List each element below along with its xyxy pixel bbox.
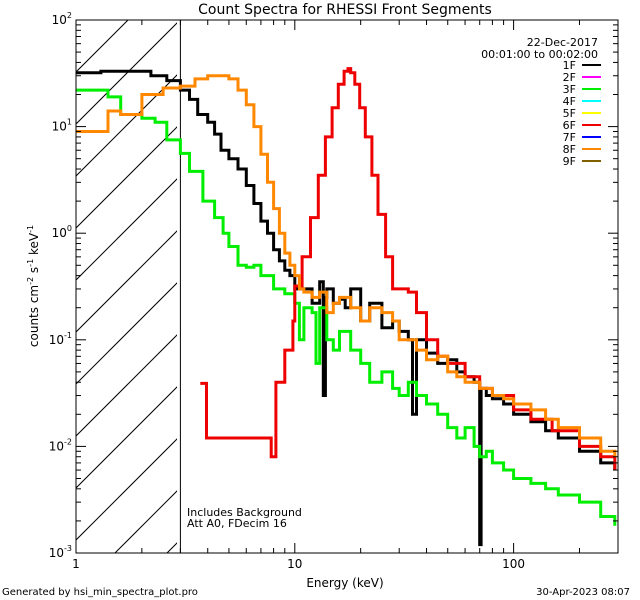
legend-label-6F: 6F [563,119,576,132]
legend-label-9F: 9F [563,155,576,168]
y-axis-label-exp: -2 [26,277,35,285]
series-line-8F [76,74,617,457]
y-tick-label-base: 10 [49,333,64,347]
series-layer [76,67,617,547]
y-tick-label: 100 [52,224,72,240]
axis-ticks [75,19,619,554]
y-tick-label-exponent: -1 [64,331,72,340]
time-range-label: 00:01:00 to 00:02:00 [481,48,598,61]
x-axis-label: Energy (keV) [306,576,383,590]
x-tick-label: 1 [72,557,80,571]
legend-label-8F: 8F [563,143,576,156]
plot-frame [75,19,619,554]
legend-label-2F: 2F [563,71,576,84]
series-line-3F [76,88,617,526]
hatch-line [76,22,177,125]
legend-label-3F: 3F [563,83,576,96]
legend-label-1F: 1F [563,59,576,72]
y-axis-label: counts cm-2 s-1 keV-1 [26,225,41,347]
hatch-line [76,386,177,489]
y-tick-label-base: 10 [49,439,64,453]
legend-label-5F: 5F [563,107,576,120]
y-axis-label-part: keV [27,232,41,259]
y-axis-label-exp: -1 [26,225,35,233]
y-tick-label: 102 [52,11,72,27]
hatch-line [76,438,177,541]
annotation-attenuator: Att A0, FDecim 16 [187,517,287,530]
y-tick-label-exponent: 2 [67,11,72,20]
annotation-background: Includes Background [187,506,302,519]
y-tick-label: 10-3 [49,544,72,560]
hatch-line [76,230,177,333]
y-tick-label-base: 10 [52,226,67,240]
y-tick-label-base: 10 [52,120,67,134]
date-label: 22-Dec-2017 [527,36,598,49]
footer-generator: Generated by hsi_min_spectra_plot.pro [2,587,198,598]
legend-label-4F: 4F [563,95,576,108]
hatch-line [76,282,177,385]
y-tick-label: 10-1 [49,331,72,347]
x-tick-label: 10 [287,557,302,571]
y-tick-label-exponent: 0 [67,224,72,233]
y-axis-label-part: s [27,267,41,277]
y-tick-label-base: 10 [52,13,67,27]
y-tick-label-exponent: 1 [67,118,72,127]
x-tick-label: 100 [502,557,525,571]
y-axis-label-part: counts cm [27,285,41,347]
footer-timestamp: 30-Apr-2023 08:07 [536,587,630,598]
y-axis-label-exp: -1 [26,259,35,267]
legend-label-7F: 7F [563,131,576,144]
y-tick-label-exponent: -3 [64,544,72,553]
y-tick-label: 101 [52,118,72,134]
y-tick-label: 10-2 [49,437,72,453]
y-tick-label-base: 10 [49,546,64,560]
chart-title: Count Spectra for RHESSI Front Segments [198,2,492,18]
y-tick-label-exponent: -2 [64,437,72,446]
